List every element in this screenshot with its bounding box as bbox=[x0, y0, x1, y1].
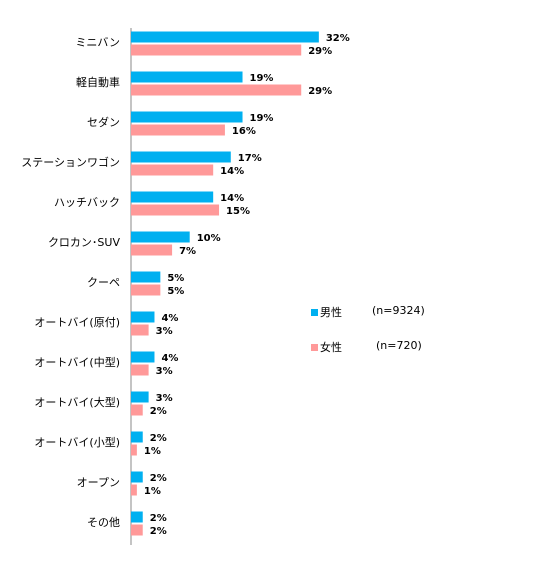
category-label: 軽自動車 bbox=[76, 75, 120, 89]
value-label: 16% bbox=[232, 126, 256, 137]
value-label: 3% bbox=[156, 326, 173, 337]
bar bbox=[131, 204, 220, 216]
value-label: 29% bbox=[308, 46, 332, 57]
bar bbox=[131, 444, 137, 456]
value-label: 3% bbox=[156, 366, 173, 377]
value-label: 5% bbox=[167, 273, 184, 284]
bar bbox=[131, 44, 302, 56]
legend-label: 男性 bbox=[320, 305, 342, 319]
category-label: ミニバン bbox=[75, 36, 120, 49]
value-label: 10% bbox=[197, 233, 221, 244]
bar bbox=[131, 511, 143, 523]
bar bbox=[131, 71, 243, 83]
legend-swatch bbox=[311, 309, 318, 316]
category-label: クロカン･SUV bbox=[48, 236, 121, 249]
category-label: その他 bbox=[87, 516, 120, 529]
bar bbox=[131, 484, 137, 496]
value-label: 4% bbox=[161, 313, 178, 324]
legend-label: 女性 bbox=[320, 340, 342, 354]
category-label: クーペ bbox=[87, 276, 120, 289]
bar bbox=[131, 471, 143, 483]
legend-note: (n=9324) bbox=[372, 304, 425, 317]
bar bbox=[131, 524, 143, 536]
bar bbox=[131, 84, 302, 96]
category-label: ハッチバック bbox=[54, 196, 120, 209]
value-label: 2% bbox=[150, 406, 167, 417]
value-label: 3% bbox=[156, 393, 173, 404]
bar bbox=[131, 404, 143, 416]
bar bbox=[131, 111, 243, 123]
category-label: セダン bbox=[87, 115, 120, 129]
category-label: オートバイ(原付) bbox=[34, 316, 120, 329]
category-label: オートバイ(中型) bbox=[34, 355, 120, 369]
value-label: 1% bbox=[144, 486, 161, 497]
value-label: 19% bbox=[250, 73, 274, 84]
bar bbox=[131, 324, 149, 336]
bar bbox=[131, 191, 214, 203]
legend-swatch bbox=[311, 344, 318, 351]
value-label: 2% bbox=[150, 473, 167, 484]
bar bbox=[131, 431, 143, 443]
legend-note: (n=720) bbox=[376, 339, 422, 352]
bar bbox=[131, 284, 161, 296]
value-label: 4% bbox=[161, 353, 178, 364]
value-label: 17% bbox=[238, 153, 262, 164]
bar bbox=[131, 364, 149, 376]
bar bbox=[131, 311, 155, 323]
bar bbox=[131, 231, 190, 243]
bar bbox=[131, 124, 225, 136]
value-label: 2% bbox=[150, 526, 167, 537]
value-label: 14% bbox=[220, 193, 244, 204]
bar bbox=[131, 351, 155, 363]
value-label: 2% bbox=[150, 513, 167, 524]
value-label: 1% bbox=[144, 446, 161, 457]
value-label: 14% bbox=[220, 166, 244, 177]
value-label: 32% bbox=[326, 33, 350, 44]
value-label: 19% bbox=[250, 113, 274, 124]
bar bbox=[131, 271, 161, 283]
value-label: 5% bbox=[167, 286, 184, 297]
bar bbox=[131, 244, 173, 256]
value-label: 15% bbox=[226, 206, 250, 217]
value-label: 29% bbox=[308, 86, 332, 97]
value-label: 2% bbox=[150, 433, 167, 444]
category-label: ステーションワゴン bbox=[21, 155, 120, 169]
category-label: オートバイ(大型) bbox=[34, 395, 120, 409]
category-label: オートバイ(小型) bbox=[34, 435, 120, 449]
value-label: 7% bbox=[179, 246, 196, 257]
bar bbox=[131, 31, 319, 43]
bar bbox=[131, 391, 149, 403]
category-label: オープン bbox=[77, 476, 120, 489]
bar bbox=[131, 151, 231, 163]
bar bbox=[131, 164, 214, 176]
